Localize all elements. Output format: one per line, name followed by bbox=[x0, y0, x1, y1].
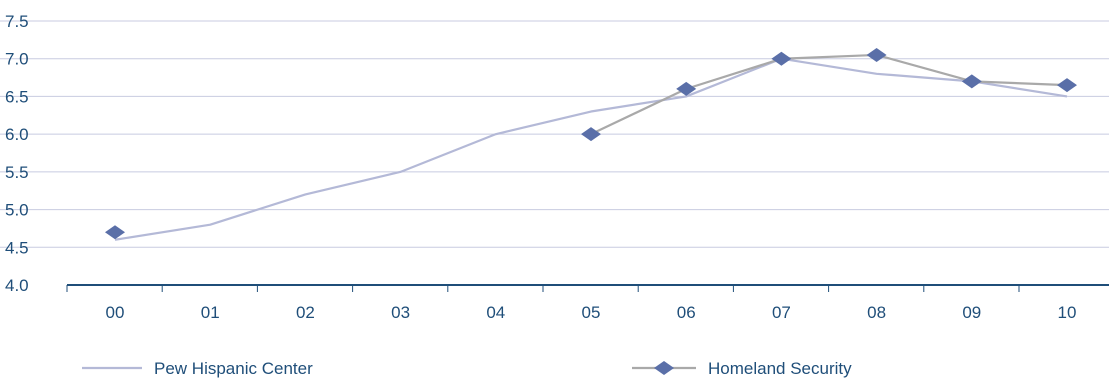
legend-item: Pew Hispanic Center bbox=[82, 359, 313, 378]
x-tick-label: 01 bbox=[201, 303, 220, 322]
series-line-0 bbox=[114, 57, 1068, 241]
legend-label: Homeland Security bbox=[708, 359, 852, 378]
data-point-marker bbox=[581, 127, 601, 142]
legend: Pew Hispanic Center Homeland Security bbox=[82, 359, 852, 378]
y-tick-label: 7.5 bbox=[5, 12, 29, 31]
x-tick-label: 00 bbox=[106, 303, 125, 322]
y-tick-label: 5.5 bbox=[5, 163, 29, 182]
y-tick-label: 4.5 bbox=[5, 238, 29, 257]
data-point-marker bbox=[105, 225, 125, 240]
y-tick-label: 6.0 bbox=[5, 125, 29, 144]
data-point-marker bbox=[866, 47, 887, 62]
axes: 4.0 4.5 5.0 5.5 6.0 6.5 7.0 7.5 00 01 02 03 04 05 06 07… bbox=[5, 12, 1109, 322]
series-line-1 bbox=[590, 53, 1068, 136]
gridlines bbox=[0, 20, 1109, 248]
x-tick-label: 08 bbox=[867, 303, 886, 322]
data-point-marker bbox=[771, 51, 792, 66]
x-tick-label: 05 bbox=[582, 303, 601, 322]
x-tick-label: 07 bbox=[772, 303, 791, 322]
x-tick-label: 04 bbox=[486, 303, 505, 322]
legend-label: Pew Hispanic Center bbox=[154, 359, 313, 378]
x-tick-label: 09 bbox=[962, 303, 981, 322]
data-point-marker bbox=[676, 81, 697, 96]
y-tick-label: 6.5 bbox=[5, 87, 29, 106]
legend-swatch-marker bbox=[654, 361, 674, 375]
series-markers bbox=[105, 47, 1077, 240]
x-tick-label: 03 bbox=[391, 303, 410, 322]
y-tick-label: 5.0 bbox=[5, 201, 29, 220]
legend-item: Homeland Security bbox=[632, 359, 852, 378]
y-tick-label: 4.0 bbox=[5, 276, 29, 295]
x-tick-label: 06 bbox=[677, 303, 696, 322]
x-tick-label: 02 bbox=[296, 303, 315, 322]
data-point-marker bbox=[1057, 78, 1077, 93]
y-tick-label: 7.0 bbox=[5, 50, 29, 69]
series-lines bbox=[114, 53, 1068, 241]
x-tick-label: 10 bbox=[1058, 303, 1077, 322]
data-point-marker bbox=[961, 74, 982, 89]
